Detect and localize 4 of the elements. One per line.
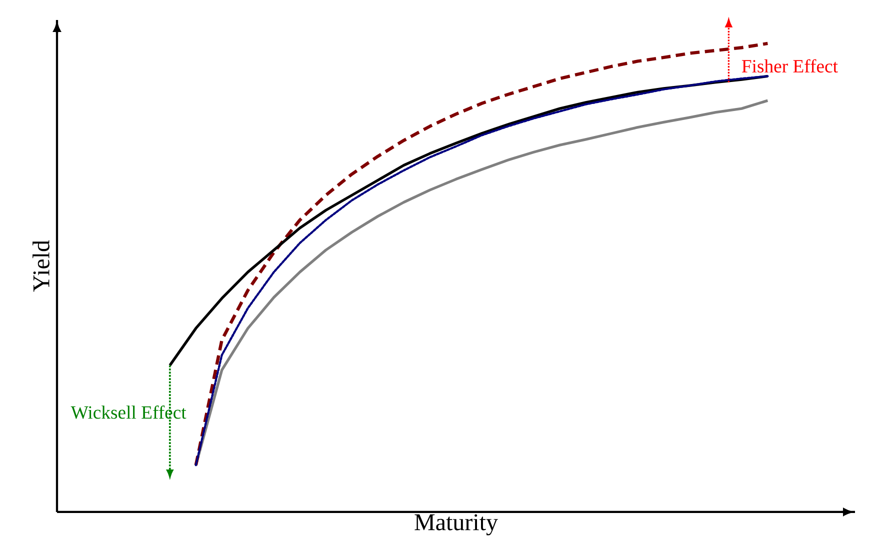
x-axis-title: Maturity bbox=[414, 514, 498, 536]
y-axis-title: Yield bbox=[32, 240, 50, 292]
annotation: Fisher Effect bbox=[742, 59, 838, 73]
annotation: Wicksell Effect bbox=[70, 405, 186, 419]
